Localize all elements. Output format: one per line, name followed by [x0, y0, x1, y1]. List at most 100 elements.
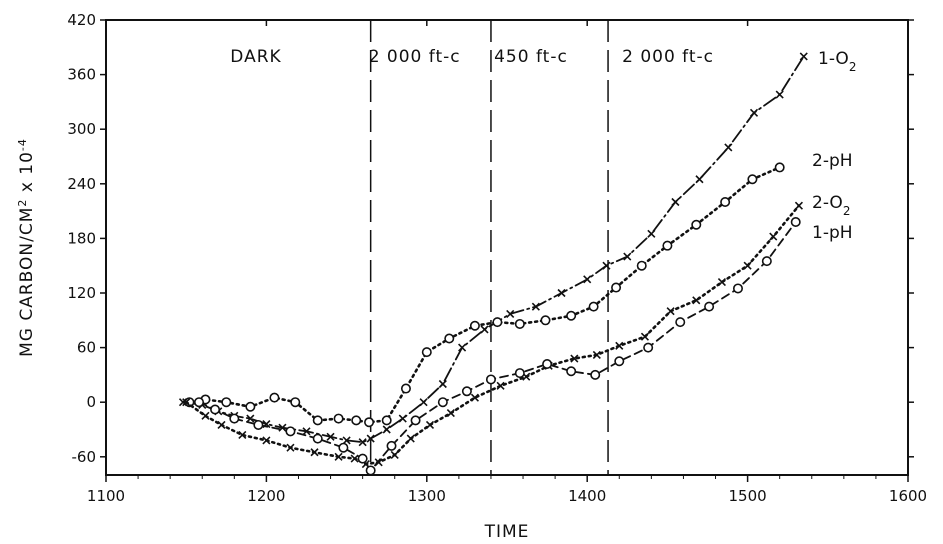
y-tick-label: 180 — [67, 229, 96, 247]
data-point — [365, 465, 376, 476]
x-tick-label: 1300 — [408, 487, 446, 505]
data-point — [514, 368, 525, 379]
data-point — [724, 143, 733, 152]
data-point — [469, 320, 480, 331]
x-tick-label: 1600 — [889, 487, 927, 505]
label-layer: TIME MG CARBON/CM2 x 10-4 1-O2 2-pH 2-O2 1-pH — [16, 49, 857, 542]
data-point — [732, 283, 743, 294]
series-label: 2-pH — [812, 151, 853, 171]
data-point — [470, 393, 479, 402]
data-point — [425, 420, 435, 430]
data-point — [566, 310, 577, 321]
data-point — [692, 296, 701, 305]
data-point — [720, 197, 731, 208]
data-point — [406, 434, 415, 443]
x-axis-title: TIME — [484, 522, 530, 542]
data-point — [350, 454, 359, 463]
data-point — [262, 436, 271, 445]
data-point — [799, 52, 808, 61]
data-point — [390, 450, 399, 460]
data-point — [640, 332, 650, 341]
data-point — [662, 240, 673, 251]
data-point — [302, 427, 311, 436]
data-point — [615, 341, 624, 350]
data-point — [312, 415, 323, 426]
series-line — [188, 166, 782, 424]
series-1 — [178, 52, 808, 447]
data-point — [671, 197, 680, 207]
data-point — [421, 347, 432, 358]
data-point — [351, 415, 362, 426]
data-point — [217, 420, 226, 430]
data-point — [761, 256, 772, 267]
data-point — [437, 397, 448, 408]
data-point — [566, 366, 577, 377]
plot-frame — [105, 19, 909, 476]
x-tick-label: 1500 — [729, 487, 767, 505]
data-point — [446, 409, 455, 418]
data-point — [749, 108, 759, 117]
series-line — [184, 204, 801, 466]
y-tick-label: 420 — [67, 11, 96, 29]
data-point — [253, 419, 264, 430]
data-point — [238, 430, 247, 440]
data-point — [382, 425, 391, 434]
data-point — [643, 342, 654, 353]
plot-border — [105, 19, 909, 476]
data-point — [444, 333, 455, 344]
data-point — [602, 261, 611, 270]
data-point — [774, 162, 785, 173]
data-point — [386, 440, 397, 451]
region-label: 2 000 ft-c — [622, 47, 714, 67]
y-axis-title: MG CARBON/CM2 x 10-4 — [16, 138, 38, 357]
data-point — [557, 288, 566, 298]
data-point — [691, 219, 702, 230]
x-tick-label: 1400 — [568, 487, 606, 505]
data-point — [342, 436, 351, 445]
region-label: DARK — [230, 47, 281, 67]
data-point — [461, 386, 472, 397]
data-point — [588, 301, 599, 312]
data-point — [531, 302, 540, 311]
series-label: 1-pH — [812, 223, 853, 243]
data-point — [794, 201, 803, 210]
data-point — [194, 397, 205, 408]
data-point — [583, 275, 592, 284]
data-point — [400, 383, 411, 394]
data-point — [480, 325, 489, 334]
data-point — [338, 442, 349, 453]
region-label: 2 000 ft-c — [369, 47, 461, 67]
data-point — [357, 453, 368, 464]
series-2 — [184, 162, 785, 428]
region-label: 450 ft-c — [494, 47, 568, 67]
data-point — [647, 229, 656, 238]
data-point — [269, 392, 280, 403]
data-point — [410, 415, 421, 426]
data-point — [221, 397, 232, 408]
data-point — [458, 343, 467, 352]
data-point — [717, 278, 727, 287]
data-point — [182, 398, 191, 407]
data-point — [636, 260, 647, 271]
data-point — [675, 317, 686, 328]
data-point — [704, 301, 715, 312]
data-point — [496, 381, 505, 390]
data-point — [366, 434, 375, 443]
data-point — [747, 174, 758, 185]
data-point — [310, 448, 319, 457]
data-point — [364, 417, 375, 428]
data-point — [695, 175, 704, 184]
data-point — [590, 369, 601, 380]
data-point — [492, 317, 503, 328]
y-tick-label: 300 — [67, 120, 96, 138]
data-point — [623, 252, 632, 261]
data-point — [229, 413, 240, 424]
data-point — [333, 413, 344, 424]
data-point — [542, 358, 553, 369]
series-label: 2-O2 — [812, 193, 850, 218]
y-tick-label: 360 — [67, 66, 96, 84]
data-point — [381, 415, 392, 426]
data-point — [326, 432, 335, 441]
data-point — [201, 411, 210, 420]
